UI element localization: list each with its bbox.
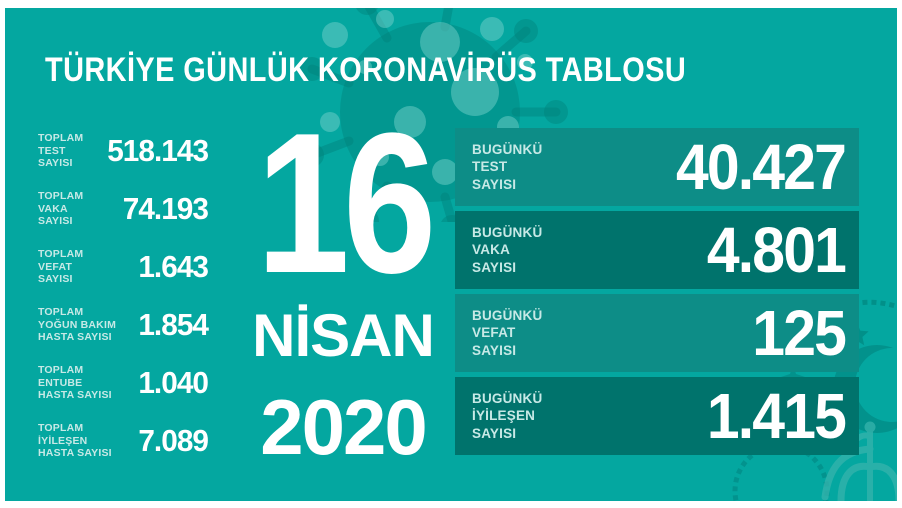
total-stat-value: 1.854 [138,307,209,342]
total-stat-row-yogun-bakim: TOPLAM YOĞUN BAKIM HASTA SAYISI 1.854 [38,300,209,350]
total-stat-label: TOPLAM İYİLEŞEN HASTA SAYISI [38,422,112,460]
total-stat-value: 74.193 [122,191,209,226]
date-month: NİSAN [252,302,435,369]
total-stat-row-iyilesen: TOPLAM İYİLEŞEN HASTA SAYISI 7.089 [38,416,209,466]
total-stat-row-test: TOPLAM TEST SAYISI 518.143 [38,126,209,176]
daily-stat-row-iyilesen: BUGÜNKÜ İYİLEŞEN SAYISI 1.415 [455,377,859,455]
daily-stat-row-test: BUGÜNKÜ TEST SAYISI 40.427 [455,128,859,206]
total-stat-label: TOPLAM ENTUBE HASTA SAYISI [38,364,112,402]
total-stat-label: TOPLAM VAKA SAYISI [38,190,84,228]
daily-panel: BUGÜNKÜ TEST SAYISI 40.427 BUGÜNKÜ VAKA … [455,128,859,455]
total-stat-value: 518.143 [107,133,209,168]
daily-stat-row-vefat: BUGÜNKÜ VEFAT SAYISI 125 [455,294,859,372]
total-stat-row-entube: TOPLAM ENTUBE HASTA SAYISI 1.040 [38,358,209,408]
total-stat-value: 1.643 [138,249,209,284]
daily-stat-value: 1.415 [706,380,847,452]
daily-stat-label: BUGÜNKÜ TEST SAYISI [472,141,543,192]
total-stat-value: 1.040 [138,365,209,400]
daily-stat-row-vaka: BUGÜNKÜ VAKA SAYISI 4.801 [455,211,859,289]
date-day: 16 [256,92,436,315]
daily-stat-label: BUGÜNKÜ VAKA SAYISI [472,224,543,275]
daily-stat-label: BUGÜNKÜ İYİLEŞEN SAYISI [472,390,543,441]
daily-stat-value: 4.801 [706,214,847,286]
daily-stat-label: BUGÜNKÜ VEFAT SAYISI [472,307,543,358]
infographic-background: TÜRKİYE GÜNLÜK KORONAVİRÜS TABLOSU TOPLA… [5,8,897,501]
date-block: 16 NİSAN 2020 [236,92,450,471]
total-stat-label: TOPLAM VEFAT SAYISI [38,248,84,286]
total-stat-row-vefat: TOPLAM VEFAT SAYISI 1.643 [38,242,209,292]
daily-stat-value: 125 [752,297,847,369]
totals-panel: TOPLAM TEST SAYISI 518.143 TOPLAM VAKA S… [38,126,209,466]
page-title: TÜRKİYE GÜNLÜK KORONAVİRÜS TABLOSU [45,51,687,89]
total-stat-value: 7.089 [138,423,209,458]
daily-stat-value: 40.427 [675,131,847,203]
total-stat-label: TOPLAM TEST SAYISI [38,132,84,170]
date-year: 2020 [260,383,428,471]
total-stat-row-vaka: TOPLAM VAKA SAYISI 74.193 [38,184,209,234]
total-stat-label: TOPLAM YOĞUN BAKIM HASTA SAYISI [38,306,117,344]
